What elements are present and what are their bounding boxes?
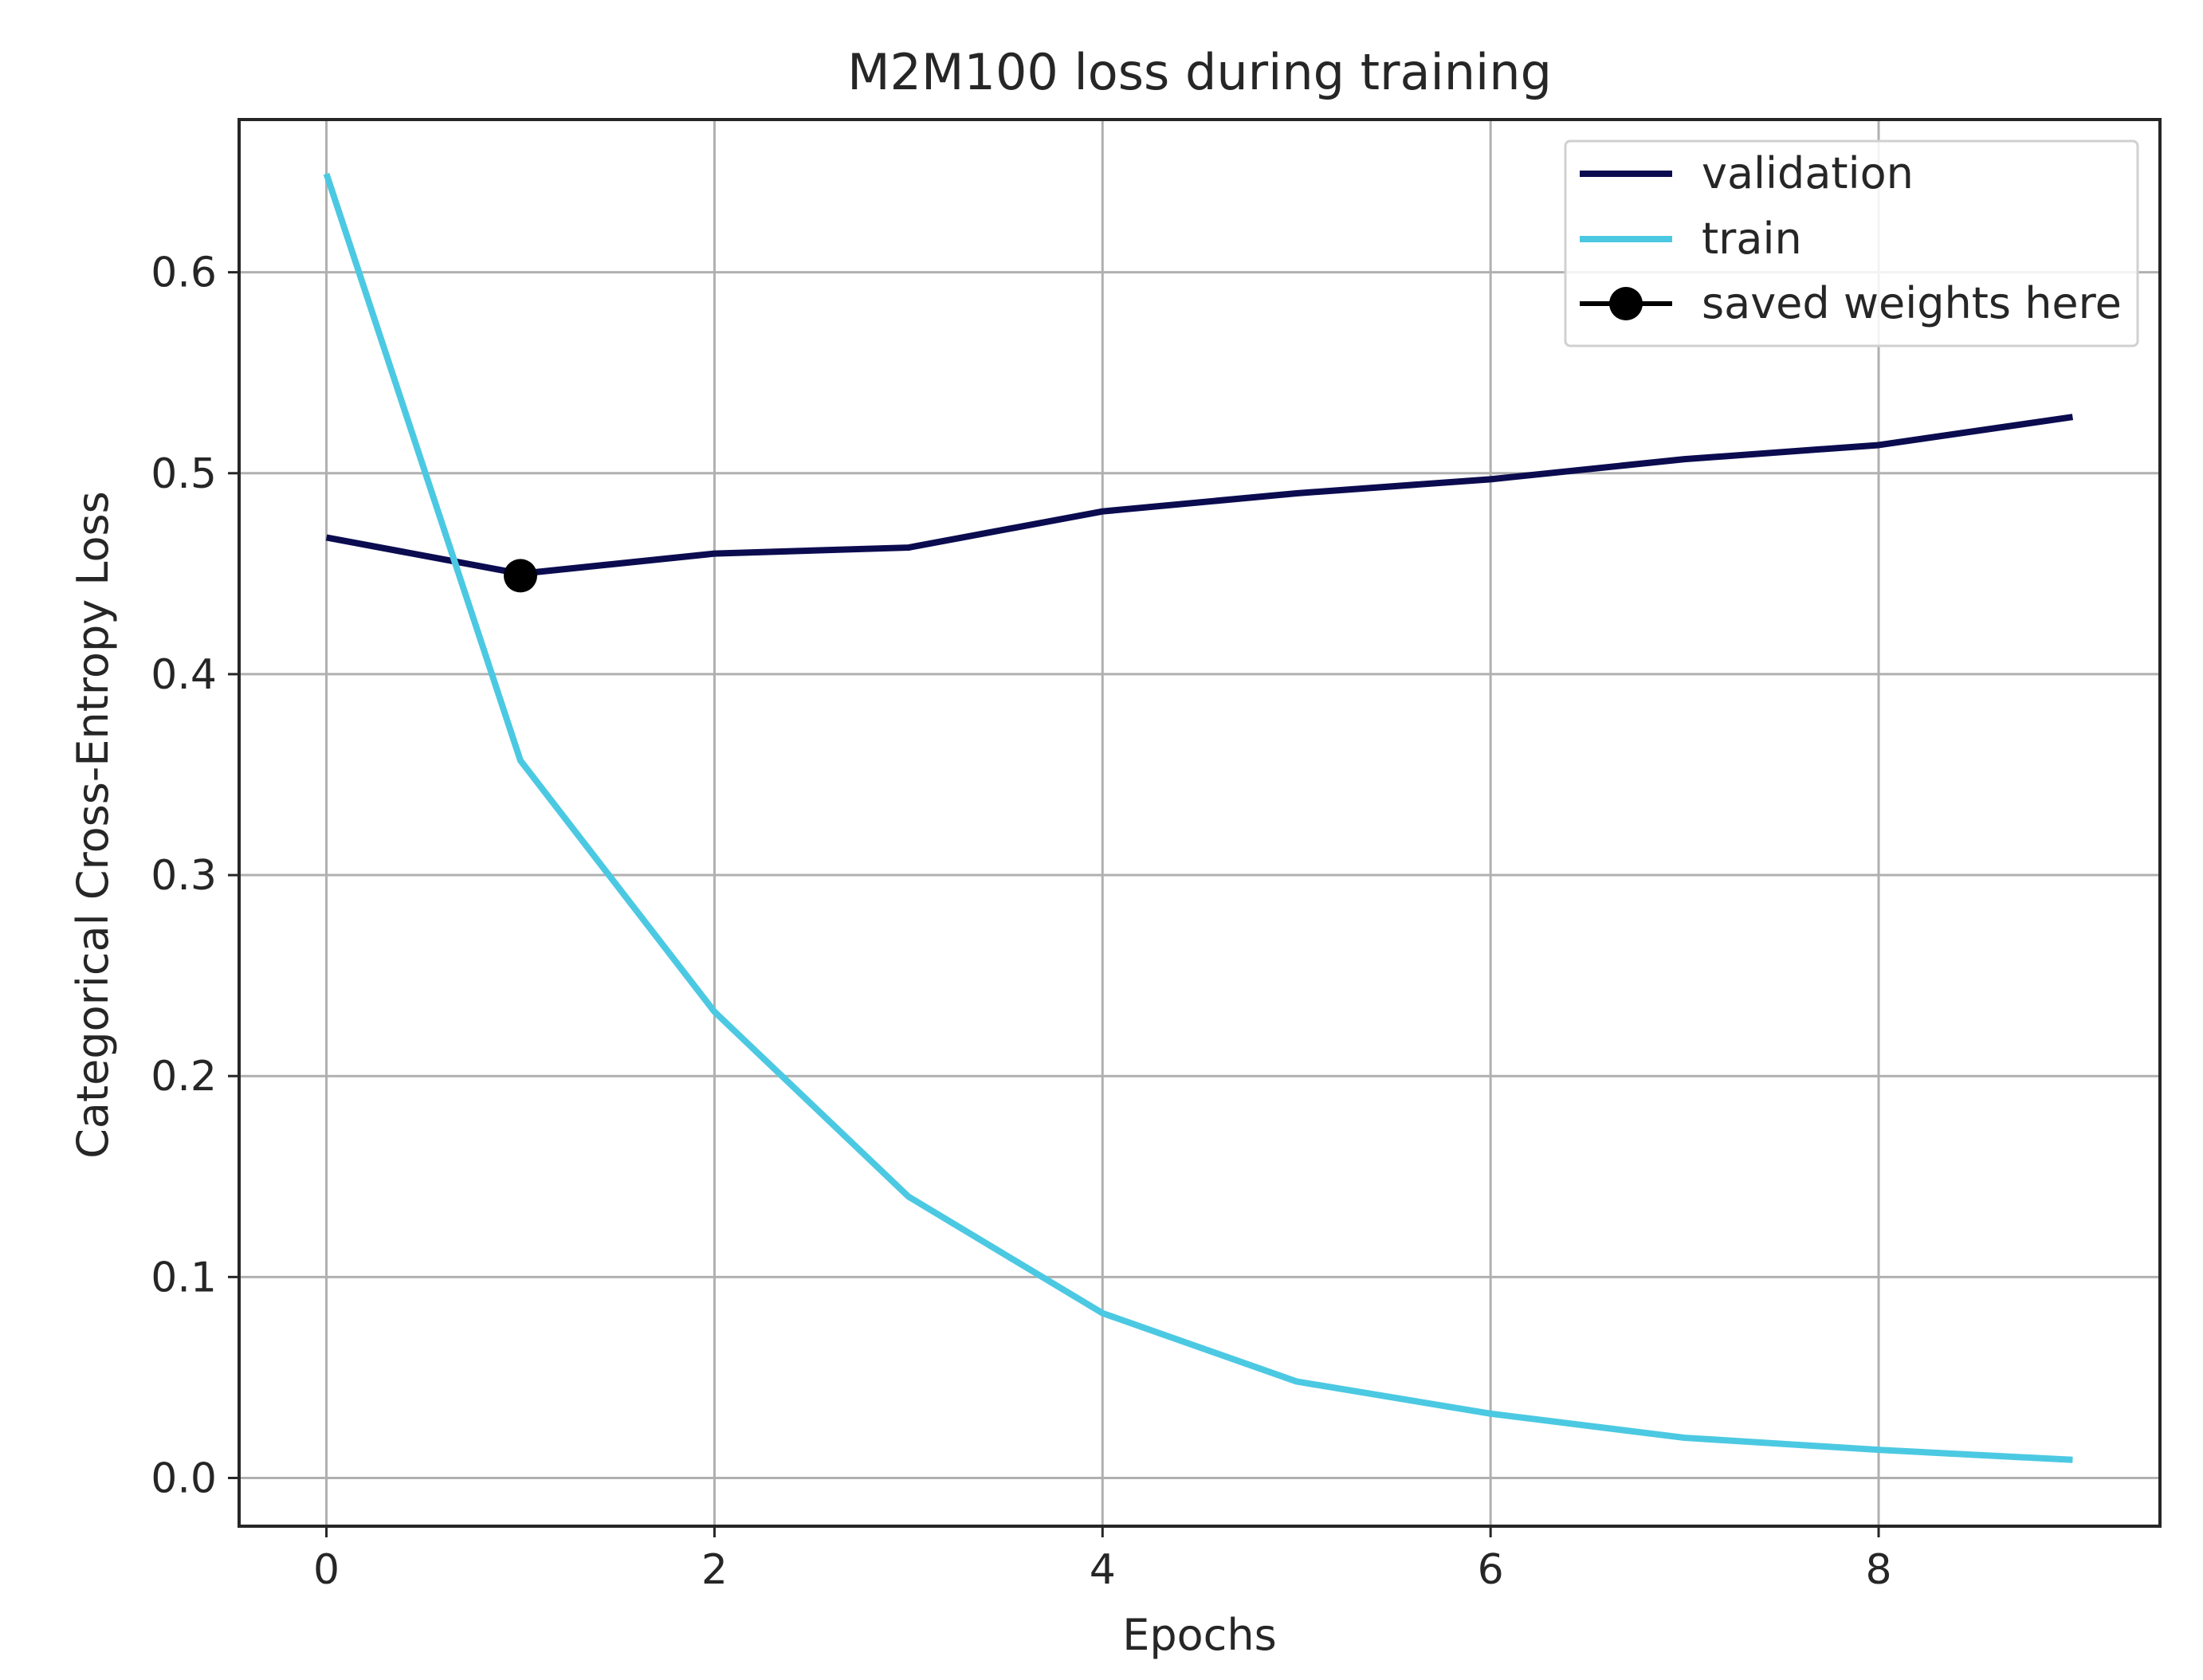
y-tick-label: 0.3 [151,852,217,900]
legend: validation train saved weights here [1564,139,2139,347]
series-line-validation [325,414,2074,577]
legend-train-label: train [1702,214,1802,264]
legend-saved-weights-marker [1609,287,1643,320]
ticks: 0 2 4 6 8 0.0 0.1 0.2 0.3 0.4 0.5 0.6 [151,249,1891,1594]
x-tick-label: 8 [1865,1546,1891,1594]
y-tick-label: 0.4 [151,651,217,699]
series-layer [323,172,2074,1463]
y-tick-label: 0.1 [151,1254,217,1301]
x-tick-label: 4 [1090,1546,1116,1594]
series-line-train [323,172,2073,1463]
legend-validation-label: validation [1702,148,1914,198]
marker-layer [503,559,537,593]
plot-frame [238,118,2162,1528]
grid [239,120,2160,1526]
x-tick-label: 0 [313,1546,340,1594]
y-axis-label: Categorical Cross-Entropy Loss [68,491,118,1159]
chart-title: M2M100 loss during training [847,43,1552,101]
x-axis-label: Epochs [1122,1610,1276,1660]
legend-saved-weights-label: saved weights here [1702,278,2122,328]
y-tick-label: 0.2 [151,1053,217,1101]
legend-box [1564,139,2139,347]
x-tick-label: 2 [701,1546,728,1594]
y-tick-label: 0.6 [151,249,217,297]
x-tick-label: 6 [1478,1546,1504,1594]
y-tick-label: 0.0 [151,1454,217,1502]
saved-weights-marker [503,559,537,593]
y-tick-label: 0.5 [151,450,217,498]
